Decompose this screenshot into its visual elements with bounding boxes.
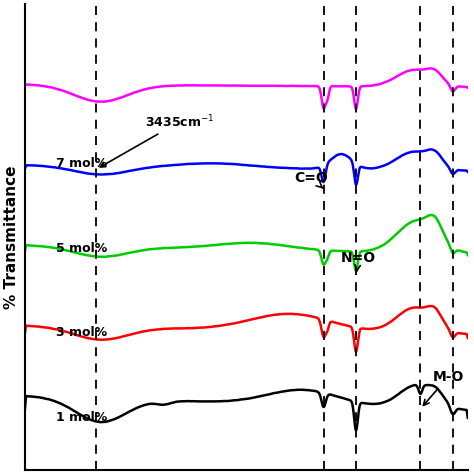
Text: M-O: M-O: [423, 370, 464, 405]
Text: 5 mol%: 5 mol%: [56, 242, 108, 255]
Text: N=O: N=O: [341, 251, 376, 271]
Text: C=O: C=O: [294, 171, 328, 188]
Text: 7 mol%: 7 mol%: [56, 157, 108, 170]
Text: 3435cm$^{-1}$: 3435cm$^{-1}$: [100, 113, 214, 167]
Text: 1 mol%: 1 mol%: [56, 411, 108, 424]
Y-axis label: % Transmittance: % Transmittance: [4, 165, 19, 309]
Text: 3 mol%: 3 mol%: [56, 326, 108, 339]
